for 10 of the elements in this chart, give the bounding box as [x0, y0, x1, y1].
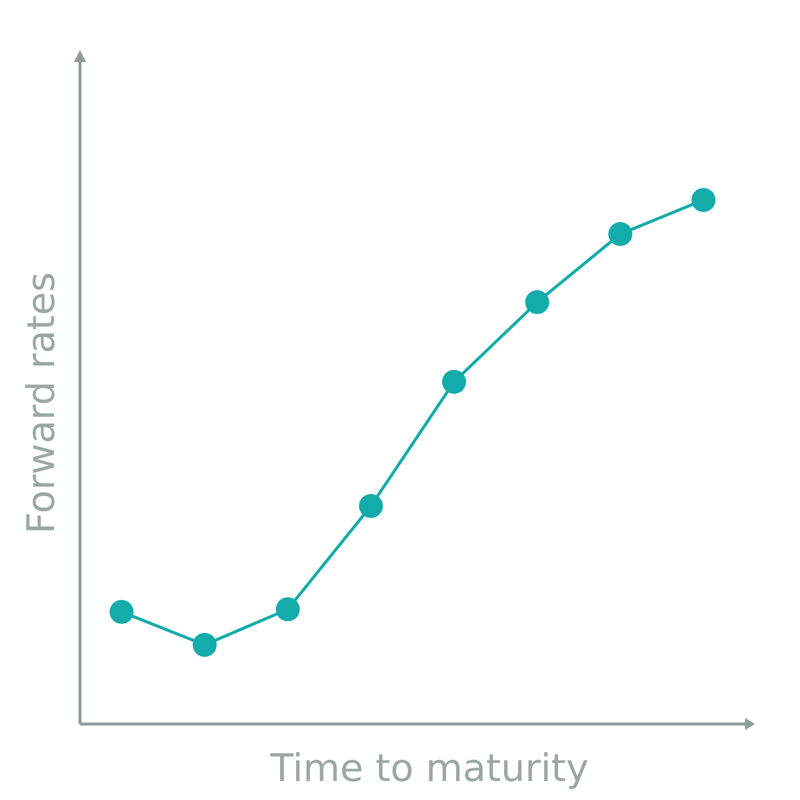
x-axis-title: Time to maturity	[269, 746, 589, 790]
point	[276, 597, 300, 622]
point	[192, 632, 217, 657]
point	[691, 188, 716, 212]
point	[358, 494, 383, 518]
point	[525, 290, 550, 314]
point	[110, 600, 134, 624]
y-axis-title: Forward rates	[19, 272, 63, 534]
point	[442, 370, 466, 394]
point	[608, 222, 632, 246]
